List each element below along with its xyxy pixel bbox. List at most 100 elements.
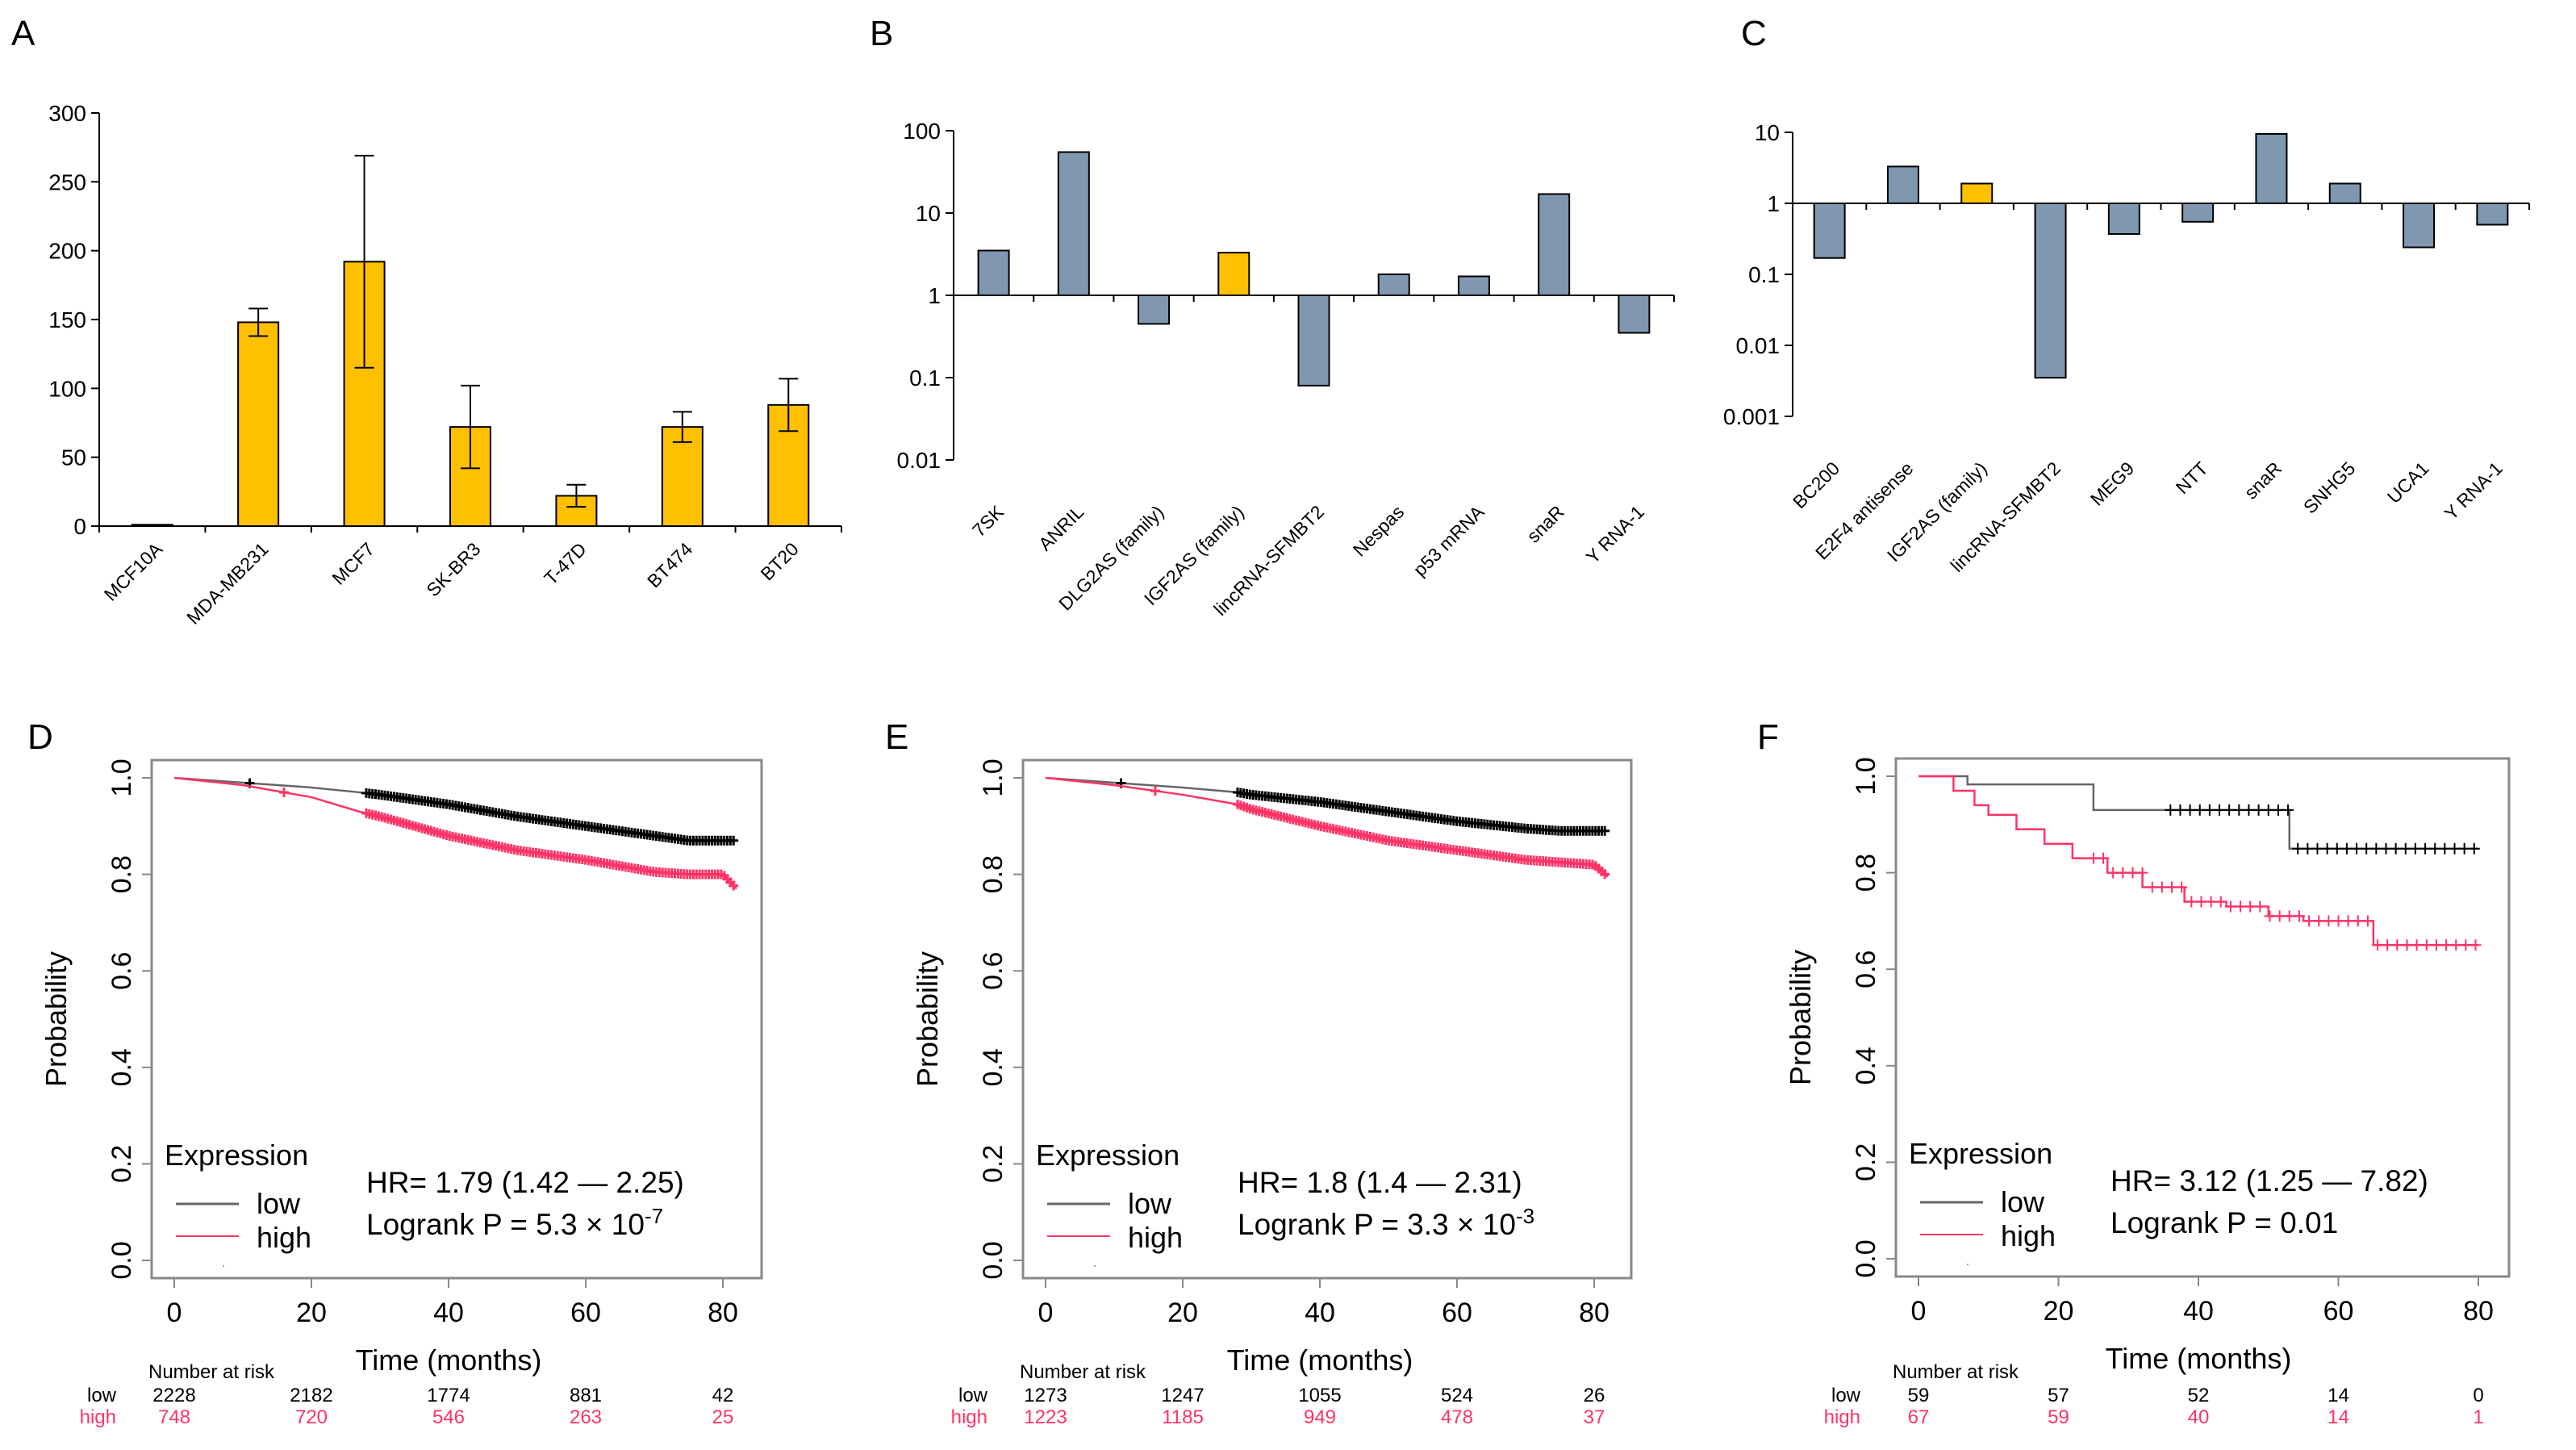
y-tick-label: 0.2 <box>978 1145 1008 1183</box>
censor-mark-high <box>2195 896 2207 908</box>
y-tick-label: 0.1 <box>1748 262 1780 287</box>
censor-mark-low <box>2361 842 2373 855</box>
censor-mark-high <box>2352 915 2364 927</box>
y-axis-label: Probability <box>1784 950 1817 1085</box>
risk-low-value: 26 <box>1584 1385 1605 1406</box>
y-tick-label: 0.01 <box>897 448 941 473</box>
y-axis-label: Probability <box>40 951 73 1087</box>
censor-mark-high <box>2440 939 2453 951</box>
legend-high-label: high <box>257 1221 311 1254</box>
censor-mark-high <box>2254 901 2266 913</box>
censor-mark-low <box>2214 804 2226 816</box>
censor-mark-high <box>2391 939 2403 951</box>
bar <box>2403 203 2436 249</box>
censor-mark-high <box>2098 852 2110 864</box>
censor-mark-high <box>2323 915 2335 927</box>
y-tick-label: 150 <box>48 307 86 332</box>
risk-low-value: 52 <box>2188 1385 2210 1406</box>
x-category-label: MCF10A <box>100 538 167 605</box>
censor-mark-low <box>2174 804 2186 816</box>
risk-low-value: 2228 <box>152 1385 195 1406</box>
panel-letter-e: E <box>885 717 908 757</box>
y-tick-label: 1.0 <box>978 758 1008 796</box>
risk-low-value: 1774 <box>427 1385 470 1406</box>
censor-mark-high <box>2420 939 2432 951</box>
x-category-label: MEG9 <box>2086 458 2138 509</box>
censor-mark-low <box>2331 842 2343 855</box>
x-category-label: 7SK <box>968 501 1008 541</box>
censor-mark-high <box>2235 901 2247 913</box>
bar <box>1457 275 1490 296</box>
x-category-label: BC200 <box>1789 458 1843 512</box>
legend-title: Expression <box>1036 1139 1179 1172</box>
survival-line-high <box>1918 775 2478 946</box>
x-category-label: NTT <box>2172 458 2212 498</box>
y-tick-label: 0.0 <box>978 1241 1008 1279</box>
censor-mark-low <box>2340 842 2353 855</box>
censor-mark-high <box>2107 867 2119 879</box>
censor-mark-high <box>1150 786 1160 796</box>
bar <box>2181 203 2215 223</box>
x-tick-label: 40 <box>2183 1296 2214 1327</box>
x-tick-label: 80 <box>2463 1296 2494 1327</box>
censor-mark-low <box>2292 842 2304 855</box>
logrank-text: Logrank P = 3.3 × 10-3 <box>1238 1204 1534 1241</box>
survival-chart-f: 0.0 0.2 0.4 0.6 0.8 1.0 Probability 0 20 40 60 80 Ti… <box>1784 757 2511 1428</box>
panel-letter-f: F <box>1757 717 1779 757</box>
y-tick-label: 0.4 <box>1851 1047 1881 1084</box>
bar <box>131 524 173 528</box>
bar <box>1960 182 1994 204</box>
risk-high-value: 748 <box>158 1406 190 1428</box>
y-tick-label: 0.4 <box>978 1048 1008 1086</box>
x-tick-label: 0 <box>1038 1297 1054 1328</box>
y-tick-label: 0.0 <box>1851 1239 1881 1277</box>
bar <box>1138 295 1171 325</box>
censor-mark-high <box>2303 915 2315 927</box>
legend-low-label: low <box>257 1187 301 1220</box>
x-tick-label: 40 <box>1305 1297 1335 1328</box>
legend-high-label: high <box>2001 1219 2056 1252</box>
censor-mark-high <box>2361 915 2374 927</box>
bar <box>1618 295 1651 334</box>
censor-mark-low <box>2409 842 2421 855</box>
risk-high-value: 546 <box>432 1406 465 1428</box>
y-tick-label: 50 <box>61 445 86 470</box>
censor-mark-low <box>2302 842 2314 855</box>
risk-high-value: 14 <box>2328 1406 2349 1428</box>
y-tick-label: 100 <box>48 376 86 401</box>
y-tick-label: 1.0 <box>106 758 137 796</box>
panel-letter-a: A <box>11 14 35 53</box>
censor-mark-high <box>2283 910 2295 922</box>
censor-mark-high <box>2127 867 2139 879</box>
y-tick-label: 0.2 <box>1851 1143 1881 1181</box>
x-tick-label: 0 <box>1911 1296 1927 1327</box>
risk-high-value: 1185 <box>1162 1406 1204 1428</box>
risk-low-value: 42 <box>712 1385 734 1406</box>
censor-mark-high <box>2087 852 2099 864</box>
x-category-label: MDA-MB231 <box>182 538 272 628</box>
logrank-base: Logrank P = 5.3 × 10 <box>366 1208 645 1241</box>
censor-mark-high <box>2176 881 2188 893</box>
censor-mark-high <box>2460 939 2472 951</box>
censor-mark-high <box>2411 939 2423 951</box>
censor-mark-low <box>2439 842 2451 855</box>
logrank-base: Logrank P = 3.3 × 10 <box>1238 1208 1516 1241</box>
censor-mark-high <box>2136 867 2148 879</box>
y-tick-label: 0.8 <box>1851 854 1881 892</box>
risk-low-value: 1247 <box>1161 1385 1204 1406</box>
risk-high-value: 263 <box>570 1406 602 1428</box>
x-tick-label: 20 <box>2044 1296 2074 1327</box>
x-tick-label: 20 <box>296 1297 327 1328</box>
x-category-label: T-47D <box>540 538 591 589</box>
y-tick-label: 0.6 <box>1851 951 1881 988</box>
risk-high-value: 67 <box>1908 1406 1930 1428</box>
risk-low-value: 524 <box>1441 1385 1473 1406</box>
censor-mark-high <box>729 880 739 891</box>
censor-mark-high <box>2313 915 2325 927</box>
censor-mark-high <box>2450 939 2462 951</box>
survival-chart-d: 0.0 0.2 0.4 0.6 0.8 1.0 Probability 0 20 40 60 80 Ti… <box>40 758 763 1428</box>
censor-mark-low <box>2380 842 2392 855</box>
bar <box>977 249 1010 297</box>
logrank-exponent: -7 <box>645 1204 663 1228</box>
